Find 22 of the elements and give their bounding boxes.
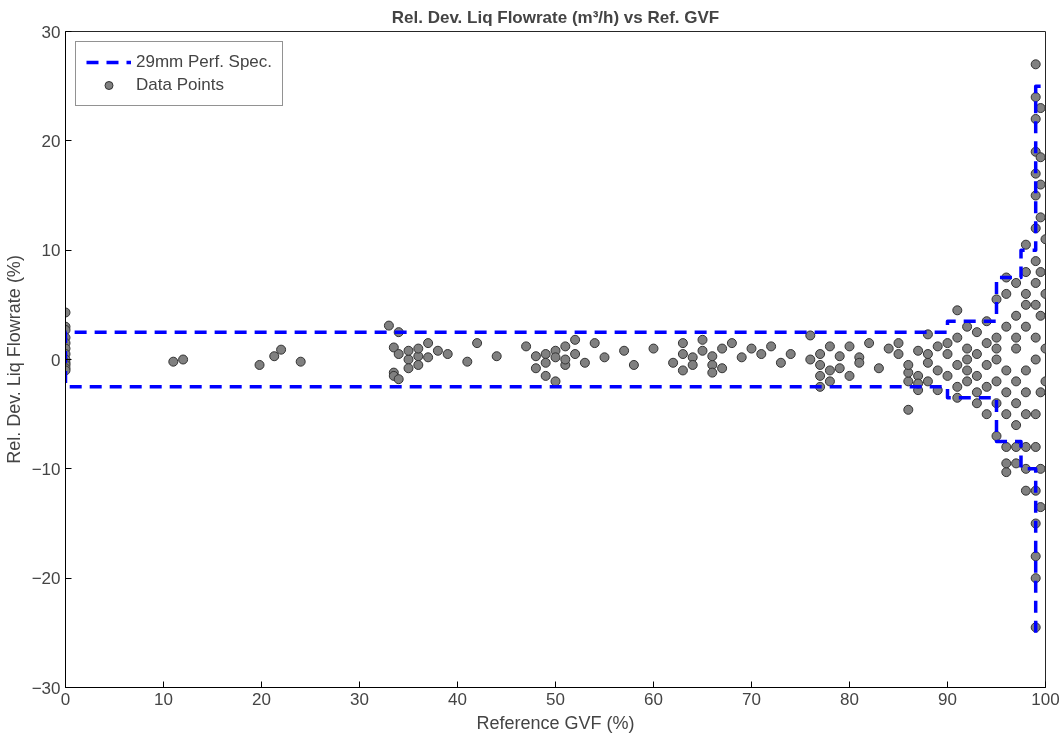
y-tick-label: −10 [31, 459, 61, 479]
x-axis-title: Reference GVF (%) [476, 712, 635, 733]
x-tick-label: 50 [546, 689, 565, 709]
legend-label: Data Points [136, 75, 224, 95]
y-tick-label: 10 [41, 241, 61, 261]
y-tick-label: −30 [31, 678, 61, 698]
x-tick-label: 70 [742, 689, 761, 709]
y-tick-label: 20 [41, 131, 61, 151]
x-tick-label: 80 [840, 689, 859, 709]
y-axis-title: Rel. Dev. Liq Flowrate (%) [3, 255, 24, 464]
x-tick-label: 100 [1031, 689, 1060, 709]
chart-title: Rel. Dev. Liq Flowrate (m³/h) vs Ref. GVF [391, 7, 720, 27]
x-tick-label: 40 [448, 689, 467, 709]
x-tick-label: 10 [154, 689, 173, 709]
y-tick-label: −20 [31, 569, 61, 589]
y-tick-label: 30 [41, 22, 61, 42]
x-tick-label: 30 [350, 689, 369, 709]
y-tick-label: 0 [51, 350, 61, 370]
x-tick-label: 60 [644, 689, 663, 709]
legend-label: 29mm Perf. Spec. [136, 52, 273, 72]
x-tick-label: 20 [252, 689, 271, 709]
x-tick-label: 90 [938, 689, 957, 709]
